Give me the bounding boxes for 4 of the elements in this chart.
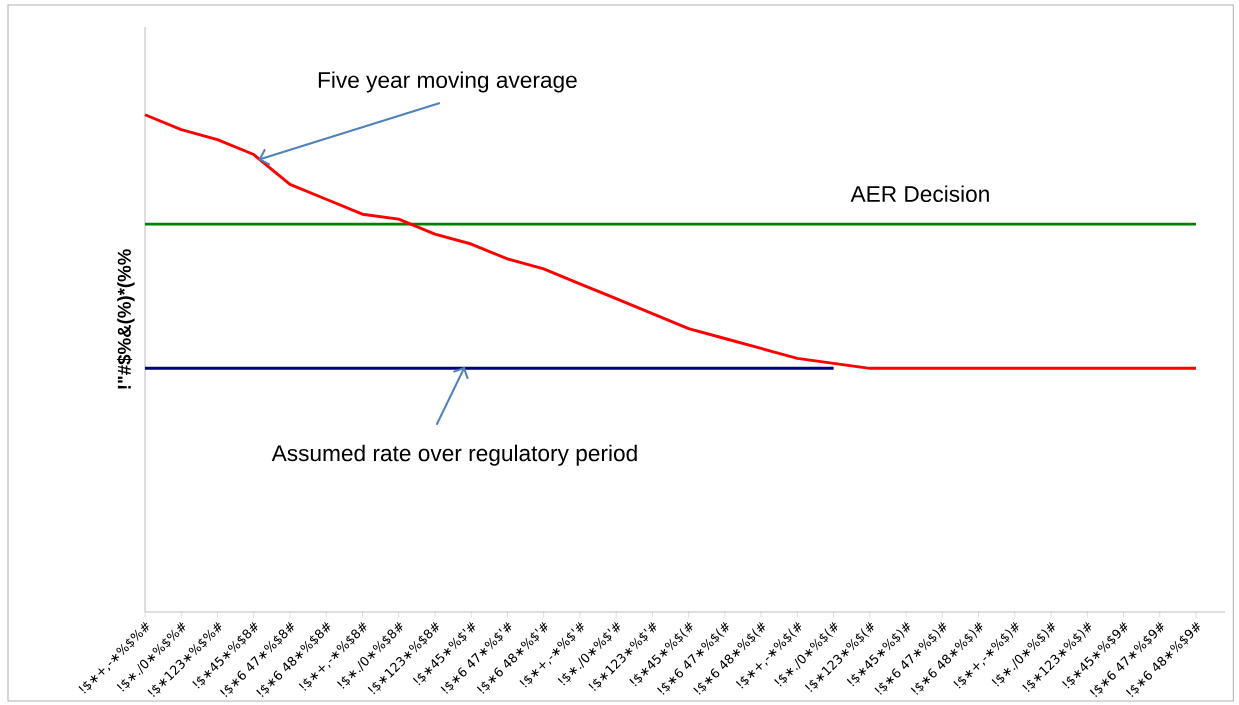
annotation: Assumed rate over regulatory period	[271, 444, 637, 466]
y-axis-title: !"#$%&(%)*(%%	[116, 249, 135, 389]
text: Five year moving average	[318, 71, 577, 93]
annotation: AER Decision	[850, 185, 989, 203]
